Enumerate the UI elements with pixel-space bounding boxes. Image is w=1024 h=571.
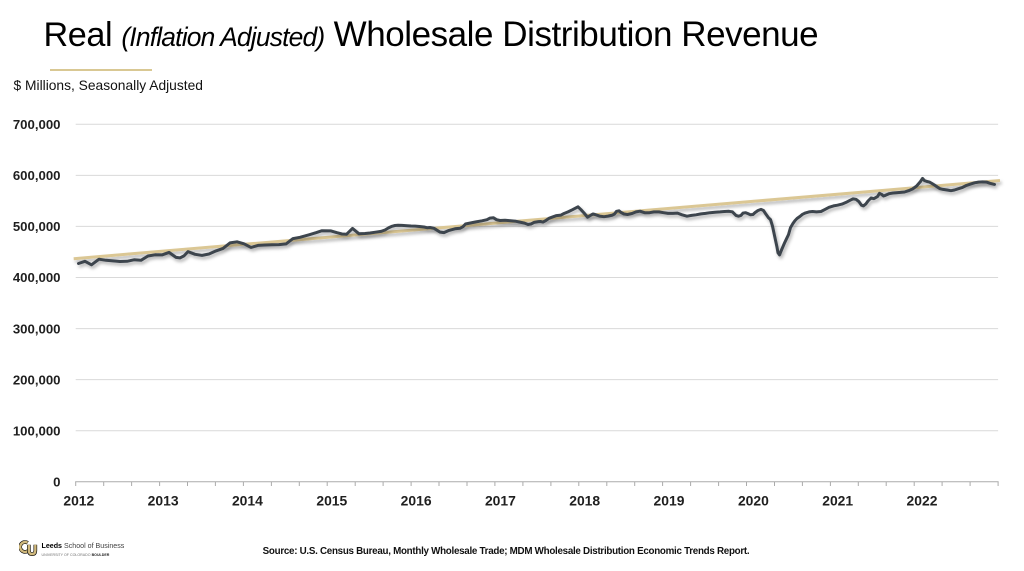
svg-text:200,000: 200,000 [13,372,61,387]
svg-text:600,000: 600,000 [13,168,61,183]
svg-text:300,000: 300,000 [13,321,61,336]
svg-text:2015: 2015 [316,493,347,509]
svg-text:700,000: 700,000 [13,117,61,132]
svg-text:100,000: 100,000 [13,423,61,438]
svg-text:0: 0 [53,475,60,490]
svg-text:2018: 2018 [569,493,600,509]
svg-text:2013: 2013 [148,493,179,509]
svg-text:2019: 2019 [654,493,685,509]
svg-text:2016: 2016 [401,493,432,509]
svg-text:2020: 2020 [738,493,769,509]
svg-text:2012: 2012 [63,493,94,509]
svg-text:2014: 2014 [232,493,263,509]
svg-text:2022: 2022 [907,493,938,509]
svg-text:2021: 2021 [822,493,853,509]
svg-text:500,000: 500,000 [13,219,61,234]
svg-text:400,000: 400,000 [13,270,61,285]
svg-text:2017: 2017 [485,493,516,509]
